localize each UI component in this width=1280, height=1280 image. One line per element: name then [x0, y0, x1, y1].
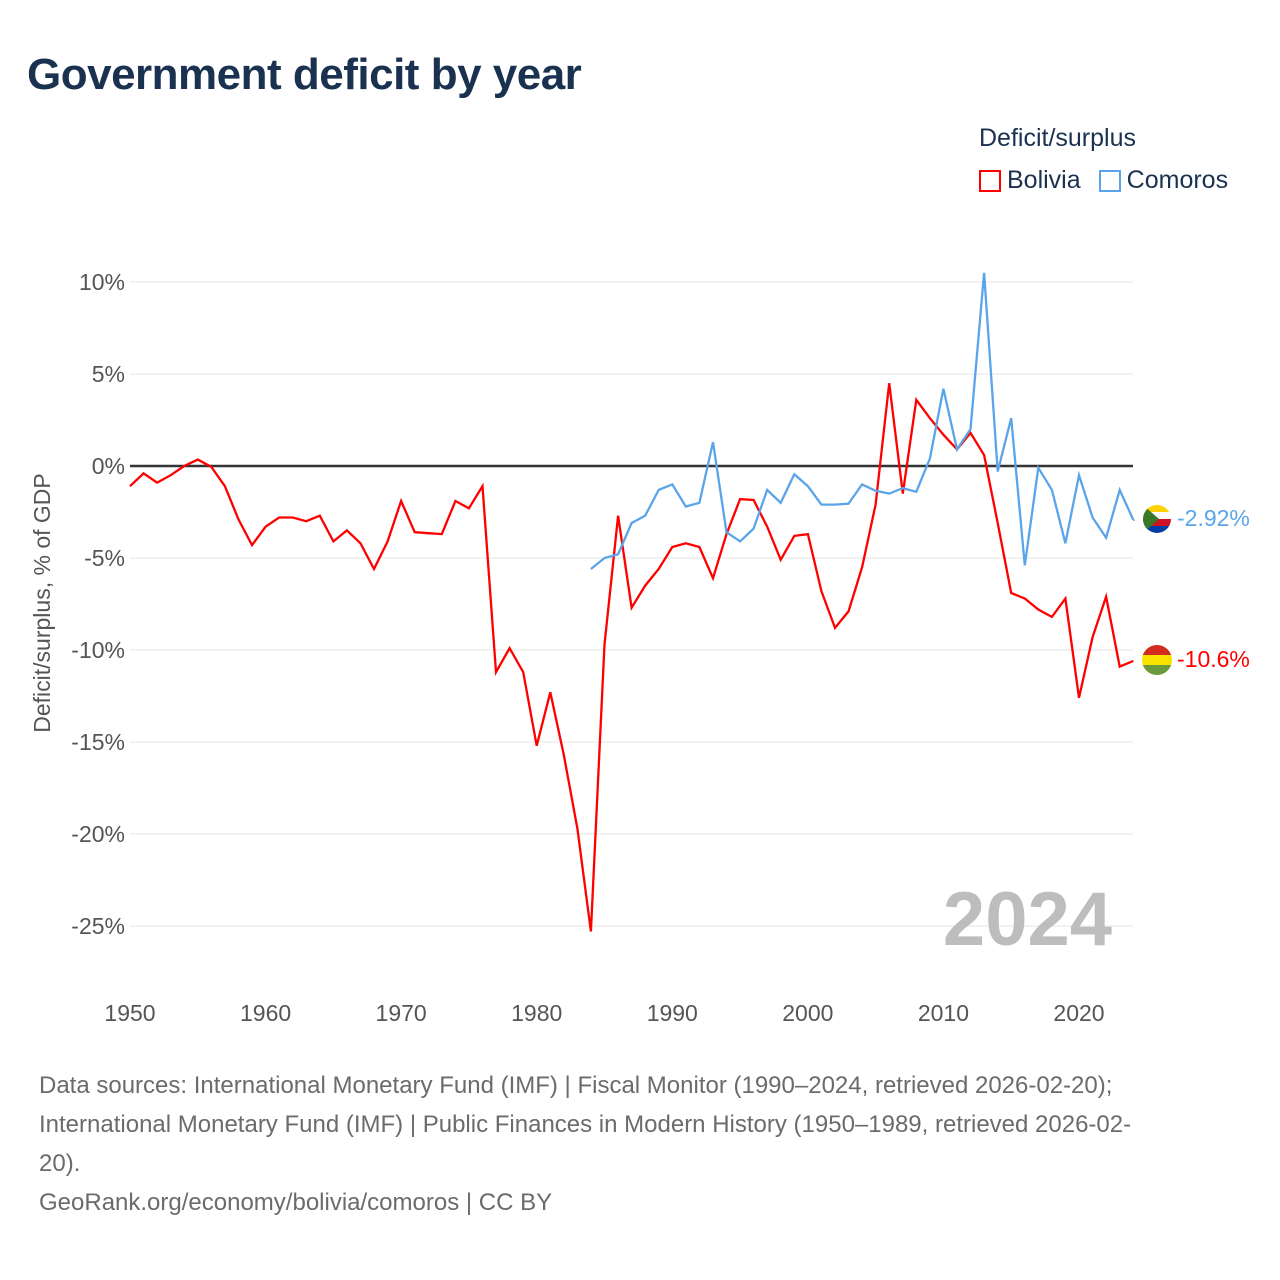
page-title: Government deficit by year [27, 50, 582, 99]
legend-label-bolivia: Bolivia [1007, 166, 1081, 194]
x-tick-label: 2010 [918, 1000, 969, 1026]
source-line: Data sources: International Monetary Fun… [39, 1072, 1113, 1099]
year-watermark: 2024 [943, 877, 1112, 962]
legend-item-bolivia[interactable]: Bolivia [979, 166, 1081, 195]
series-line-comoros[interactable] [590, 272, 1135, 570]
x-tick-label: 2000 [782, 1000, 833, 1026]
flag-comoros-icon [1143, 505, 1171, 533]
x-tick-label: 1980 [511, 1000, 562, 1026]
legend: Bolivia Comoros [979, 166, 1228, 195]
end-label-bolivia: -10.6% [1177, 646, 1250, 672]
y-tick-label: -25% [71, 913, 125, 939]
legend-title: Deficit/surplus [979, 124, 1136, 152]
y-tick-label: -20% [71, 821, 125, 847]
source-link[interactable]: GeoRank.org/economy/bolivia/comoros | CC… [39, 1189, 553, 1216]
x-tick-labels: 1950 1960 1970 1980 1990 2000 2010 2020 [104, 1000, 1104, 1026]
y-tick-label: -15% [71, 729, 125, 755]
y-tick-label: 10% [79, 269, 125, 295]
x-tick-label: 1970 [376, 1000, 427, 1026]
legend-label-comoros: Comoros [1126, 166, 1229, 194]
y-axis-label: Deficit/surplus, % of GDP [29, 473, 55, 732]
y-tick-labels: 10% 5% 0% -5% -10% -15% -20% -25% [71, 269, 125, 939]
y-tick-label: 5% [92, 361, 125, 387]
source-notes: Data sources: International Monetary Fun… [39, 1066, 1239, 1222]
x-tick-label: 1990 [647, 1000, 698, 1026]
x-tick-label: 1950 [104, 1000, 155, 1026]
x-tick-label: 1960 [240, 1000, 291, 1026]
series-lines [129, 272, 1135, 932]
y-tick-label: -5% [84, 545, 125, 571]
y-tick-label: 0% [92, 453, 125, 479]
y-tick-label: -10% [71, 637, 125, 663]
series-line-bolivia[interactable] [129, 383, 1134, 932]
legend-swatch-bolivia [979, 169, 1001, 192]
legend-item-comoros[interactable]: Comoros [1098, 166, 1229, 195]
source-line: International Monetary Fund (IMF) | Publ… [39, 1111, 1132, 1138]
source-line: 20). [39, 1150, 81, 1177]
end-label-comoros: -2.92% [1177, 505, 1250, 531]
legend-swatch-comoros [1098, 169, 1121, 192]
x-tick-label: 2020 [1053, 1000, 1104, 1026]
line-chart: 10%5%0%-5%-10%-15%-20%-25% 1950 1960 1970 1… [29, 269, 1250, 1026]
flag-bolivia-icon [1142, 645, 1172, 675]
